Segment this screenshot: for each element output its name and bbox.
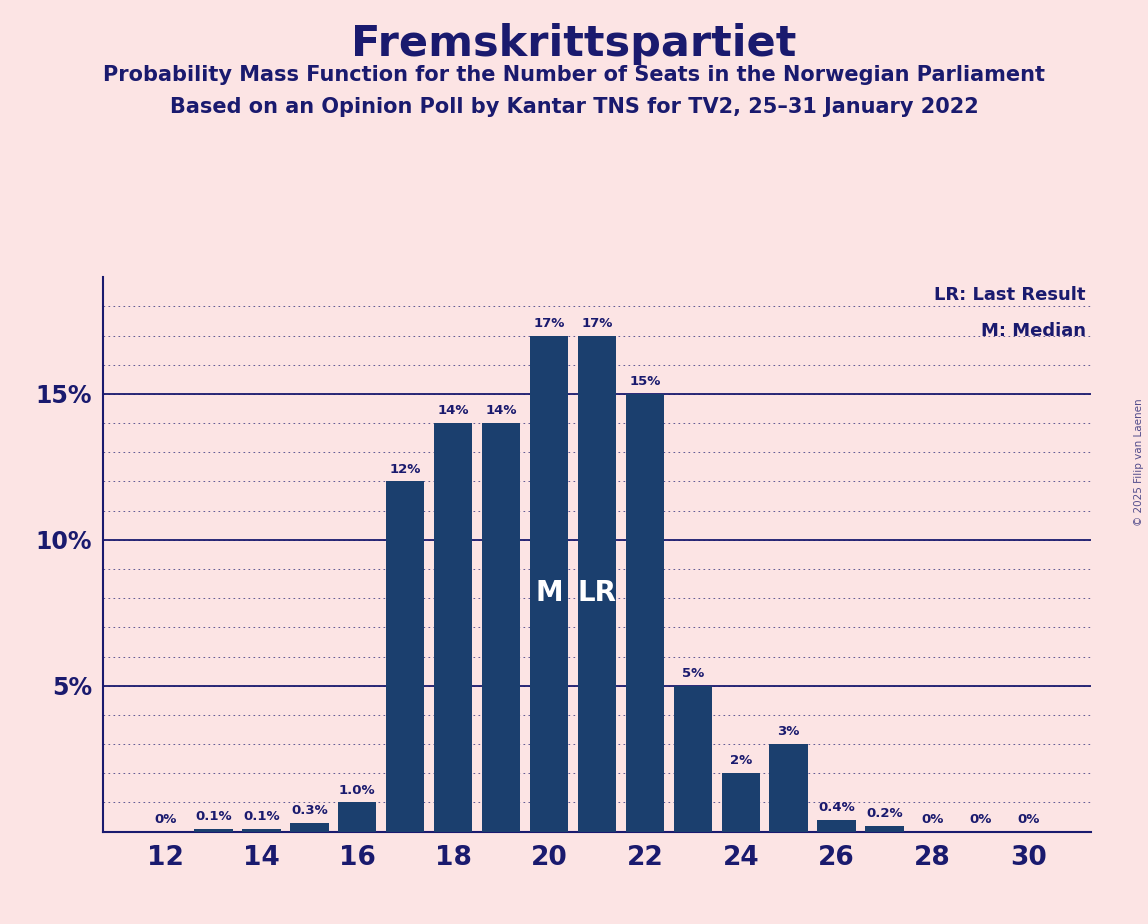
Text: 0.2%: 0.2% xyxy=(867,807,902,820)
Text: 0%: 0% xyxy=(921,813,944,826)
Text: 0.1%: 0.1% xyxy=(195,809,232,823)
Text: 15%: 15% xyxy=(629,375,660,388)
Text: M: Median: M: Median xyxy=(980,322,1086,339)
Text: 0%: 0% xyxy=(969,813,992,826)
Bar xyxy=(530,335,568,832)
Text: © 2025 Filip van Laenen: © 2025 Filip van Laenen xyxy=(1134,398,1143,526)
Text: 17%: 17% xyxy=(581,317,613,330)
Text: 2%: 2% xyxy=(730,754,752,768)
Text: 1.0%: 1.0% xyxy=(339,784,375,796)
Text: 0.3%: 0.3% xyxy=(292,804,328,817)
Text: 5%: 5% xyxy=(682,667,704,680)
Bar xyxy=(626,394,664,832)
Bar xyxy=(866,826,903,832)
Bar xyxy=(769,744,808,832)
Text: 14%: 14% xyxy=(486,405,517,418)
Text: 0%: 0% xyxy=(155,813,177,826)
Text: Probability Mass Function for the Number of Seats in the Norwegian Parliament: Probability Mass Function for the Number… xyxy=(103,65,1045,85)
Text: Fremskrittspartiet: Fremskrittspartiet xyxy=(351,23,797,65)
Bar xyxy=(242,829,280,832)
Bar xyxy=(339,802,377,832)
Text: 0.4%: 0.4% xyxy=(819,801,855,814)
Bar xyxy=(817,820,855,832)
Text: LR: Last Result: LR: Last Result xyxy=(934,286,1086,303)
Text: M: M xyxy=(535,579,563,607)
Bar xyxy=(194,829,233,832)
Text: 12%: 12% xyxy=(389,463,421,476)
Text: 17%: 17% xyxy=(534,317,565,330)
Bar xyxy=(386,481,425,832)
Bar xyxy=(434,423,472,832)
Text: Based on an Opinion Poll by Kantar TNS for TV2, 25–31 January 2022: Based on an Opinion Poll by Kantar TNS f… xyxy=(170,97,978,117)
Text: LR: LR xyxy=(577,579,616,607)
Text: 3%: 3% xyxy=(777,725,800,738)
Bar xyxy=(482,423,520,832)
Bar xyxy=(722,773,760,832)
Text: 0%: 0% xyxy=(1017,813,1039,826)
Text: 14%: 14% xyxy=(437,405,468,418)
Bar xyxy=(674,686,712,832)
Bar xyxy=(290,823,328,832)
Bar xyxy=(577,335,616,832)
Text: 0.1%: 0.1% xyxy=(243,809,280,823)
